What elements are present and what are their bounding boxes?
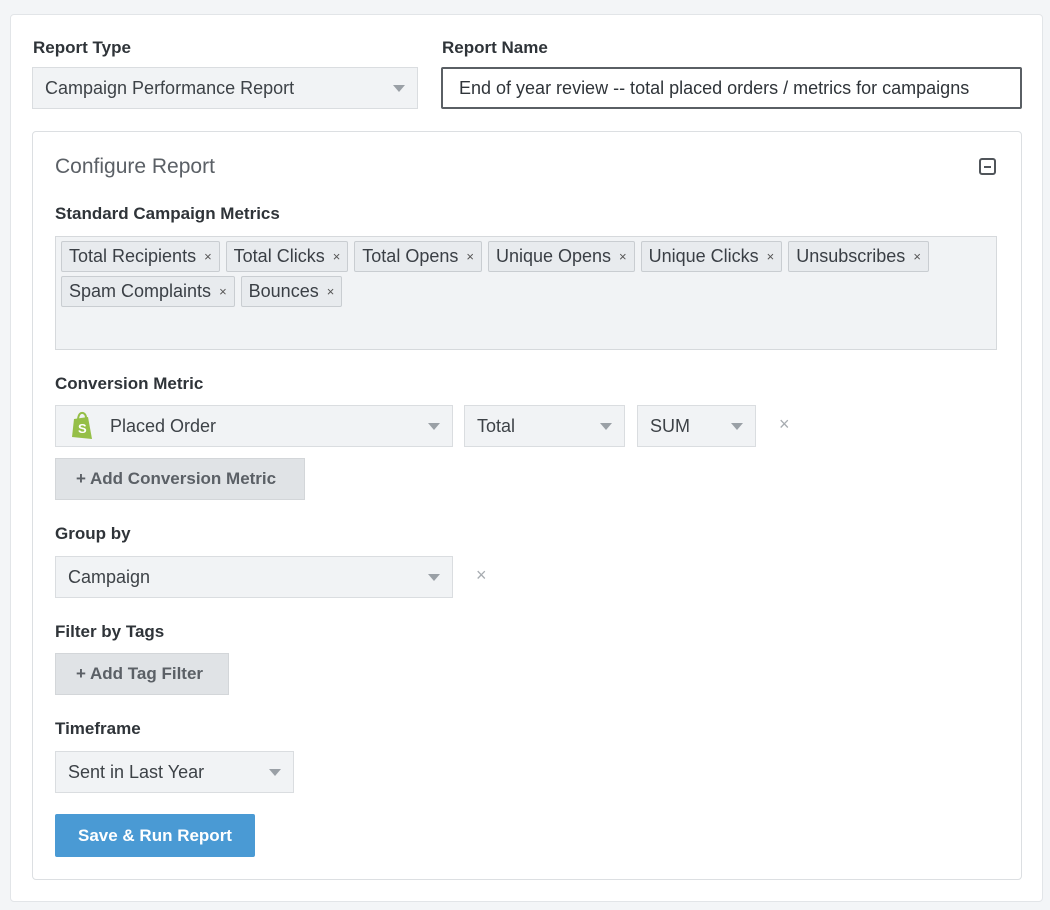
report-name-label: Report Name <box>442 38 548 57</box>
metric-tag-label: Unsubscribes <box>796 246 906 266</box>
conversion-metric-label: Conversion Metric <box>55 374 204 393</box>
add-tag-filter-button[interactable]: + Add Tag Filter <box>55 653 229 695</box>
remove-tag-icon[interactable]: × <box>619 249 627 264</box>
chevron-down-icon <box>428 423 440 430</box>
add-conversion-metric-button[interactable]: + Add Conversion Metric <box>55 458 305 500</box>
remove-tag-icon[interactable]: × <box>766 249 775 264</box>
timeframe-label: Timeframe <box>55 719 141 738</box>
svg-text:S: S <box>78 421 87 436</box>
metric-tag: Bounces × <box>240 276 343 307</box>
metric-tag-label: Unique Opens <box>495 246 612 266</box>
function-select[interactable]: SUM <box>637 405 756 447</box>
group-by-label: Group by <box>55 524 131 543</box>
configure-report-panel <box>32 131 1022 880</box>
metric-tag: Spam Complaints × <box>61 276 235 307</box>
metric-tag: Unsubscribes × <box>788 241 929 272</box>
filter-tags-label: Filter by Tags <box>55 622 165 641</box>
timeframe-value: Sent in Last Year <box>68 761 205 782</box>
metric-tag-label: Total Recipients <box>69 246 197 266</box>
metric-tag: Unique Opens × <box>487 241 635 272</box>
metric-tag-label: Total Opens <box>362 246 459 266</box>
remove-conversion-icon[interactable]: × <box>779 414 790 434</box>
chevron-down-icon <box>600 423 612 430</box>
chevron-down-icon <box>731 423 743 430</box>
aggregate-select[interactable]: Total <box>464 405 625 447</box>
metric-tag: Total Recipients × <box>61 241 220 272</box>
aggregate-value: Total <box>477 415 516 436</box>
chevron-down-icon <box>428 574 440 581</box>
report-type-value: Campaign Performance Report <box>45 77 295 98</box>
group-by-select[interactable]: Campaign <box>55 556 453 598</box>
group-by-value: Campaign <box>68 566 151 587</box>
metric-tag: Total Opens × <box>354 241 482 272</box>
configure-report-title: Configure Report <box>55 155 215 178</box>
remove-tag-icon[interactable]: × <box>913 249 921 264</box>
conversion-metric-value: Placed Order <box>110 415 217 436</box>
conversion-metric-select[interactable]: S Placed Order <box>55 405 453 447</box>
remove-tag-icon[interactable]: × <box>219 284 227 299</box>
metric-tag-label: Unique Clicks <box>648 246 759 266</box>
metric-tag-label: Bounces <box>248 281 319 301</box>
metric-tag-label: Spam Complaints <box>69 281 212 301</box>
chevron-down-icon <box>269 769 281 776</box>
shopify-icon: S <box>72 411 92 439</box>
remove-tag-icon[interactable]: × <box>326 284 335 299</box>
report-type-select[interactable]: Campaign Performance Report <box>32 67 418 109</box>
timeframe-select[interactable]: Sent in Last Year <box>55 751 294 793</box>
standard-metrics-label: Standard Campaign Metrics <box>55 204 280 223</box>
report-name-input[interactable]: End of year review -- total placed order… <box>441 67 1022 109</box>
remove-group-by-icon[interactable]: × <box>476 565 487 585</box>
remove-tag-icon[interactable]: × <box>332 249 341 264</box>
collapse-icon[interactable] <box>979 158 996 175</box>
save-run-report-button[interactable]: Save & Run Report <box>55 814 255 857</box>
chevron-down-icon <box>393 85 405 92</box>
report-type-label: Report Type <box>33 38 131 57</box>
remove-tag-icon[interactable]: × <box>466 249 474 264</box>
metric-tag-label: Total Clicks <box>233 246 325 266</box>
standard-metrics-input[interactable]: Total Recipients × Total Clicks × Total Open… <box>55 236 997 350</box>
remove-tag-icon[interactable]: × <box>204 249 212 264</box>
metric-tag: Total Clicks × <box>225 241 349 272</box>
function-value: SUM <box>650 415 690 436</box>
metric-tag: Unique Clicks × <box>640 241 783 272</box>
